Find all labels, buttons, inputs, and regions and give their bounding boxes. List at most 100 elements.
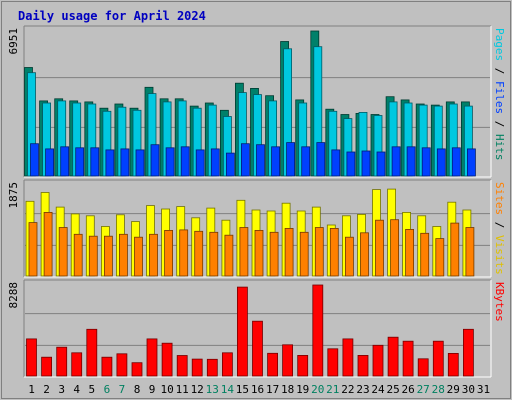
bar-pages-day-18 — [286, 142, 296, 177]
x-tick-label-day-2: 2 — [43, 383, 50, 396]
bar-pages-day-19 — [301, 146, 311, 177]
bar-kbytes-day-25 — [387, 336, 399, 377]
bar-kbytes-day-22 — [342, 338, 354, 377]
bar-kbytes-day-26 — [402, 340, 414, 377]
x-tick-label-day-22: 22 — [341, 383, 354, 396]
bar-kbytes-day-20 — [312, 284, 324, 377]
bar-kbytes-day-4 — [71, 352, 83, 377]
bar-kbytes-day-30 — [462, 328, 474, 377]
bar-kbytes-day-17 — [267, 352, 279, 377]
bar-pages-day-10 — [165, 147, 175, 177]
bar-sites-day-21 — [329, 227, 339, 277]
x-tick-label-day-23: 23 — [356, 383, 369, 396]
x-tick-label-day-26: 26 — [401, 383, 414, 396]
bar-sites-day-2 — [43, 211, 53, 277]
panel-top: 6951 Pages / Files / Hits — [7, 25, 506, 178]
x-tick-label-day-12: 12 — [191, 383, 204, 396]
bar-sites-day-4 — [73, 233, 83, 277]
legend-part: Pages — [493, 28, 506, 61]
bar-pages-day-21 — [331, 149, 341, 177]
bar-pages-day-8 — [135, 149, 145, 177]
bar-kbytes-day-12 — [191, 358, 203, 377]
x-tick-label-day-7: 7 — [119, 383, 126, 396]
bar-pages-day-2 — [45, 148, 54, 177]
x-tick-label-day-4: 4 — [73, 383, 80, 396]
x-tick-label-day-21: 21 — [326, 383, 339, 396]
bar-sites-day-20 — [314, 227, 324, 277]
bar-kbytes-day-8 — [131, 362, 143, 377]
legend-part: / — [493, 215, 506, 235]
x-tick-label-day-18: 18 — [281, 383, 294, 396]
bar-sites-day-11 — [179, 229, 189, 277]
bar-pages-day-1 — [30, 143, 39, 177]
x-tick-label-day-15: 15 — [236, 383, 249, 396]
bar-pages-day-3 — [60, 146, 70, 177]
bar-sites-day-22 — [344, 236, 354, 277]
bar-sites-day-27 — [420, 232, 430, 277]
x-tick-label-day-16: 16 — [251, 383, 264, 396]
bar-pages-day-4 — [75, 147, 85, 177]
bar-sites-day-5 — [88, 235, 98, 277]
bar-kbytes-day-6 — [101, 356, 113, 377]
x-tick-label-day-19: 19 — [296, 383, 309, 396]
x-tick-label-day-31: 31 — [477, 383, 490, 396]
bar-sites-day-19 — [299, 231, 309, 277]
bar-pages-day-16 — [256, 144, 265, 177]
legend-part: Visits — [493, 235, 506, 275]
bar-pages-day-6 — [105, 149, 115, 177]
bar-kbytes-day-3 — [56, 346, 68, 377]
legend-part: / — [493, 61, 506, 81]
bar-sites-day-24 — [375, 219, 384, 277]
bar-pages-day-9 — [150, 144, 160, 177]
legend-part: Files — [493, 81, 506, 114]
legend-part: Sites — [493, 182, 506, 215]
bar-pages-day-17 — [271, 146, 281, 177]
bar-sites-day-16 — [254, 229, 264, 277]
x-tick-label-day-8: 8 — [134, 383, 141, 396]
bar-pages-day-14 — [225, 152, 235, 177]
x-tick-label-day-9: 9 — [149, 383, 156, 396]
bar-kbytes-day-24 — [372, 344, 384, 377]
x-tick-label-day-25: 25 — [386, 383, 399, 396]
bar-pages-day-30 — [466, 148, 476, 177]
bar-kbytes-day-5 — [86, 328, 98, 377]
bar-pages-day-22 — [346, 151, 356, 177]
bar-sites-day-18 — [284, 227, 294, 277]
bar-kbytes-day-28 — [432, 340, 444, 377]
panel-mid: 1875 Sites / Visits — [7, 179, 506, 278]
bar-sites-day-26 — [405, 228, 415, 277]
y-max-label: 1875 — [7, 182, 20, 209]
x-tick-label-day-29: 29 — [447, 383, 460, 396]
x-tick-label-day-1: 1 — [28, 383, 35, 396]
bar-sites-day-12 — [194, 230, 204, 277]
bar-sites-day-29 — [450, 222, 460, 277]
bar-kbytes-day-7 — [116, 353, 128, 377]
bar-pages-day-13 — [210, 148, 220, 177]
bar-sites-day-6 — [104, 235, 113, 277]
bar-kbytes-day-21 — [327, 348, 339, 377]
bar-pages-day-11 — [180, 146, 190, 177]
bar-kbytes-day-1 — [26, 338, 37, 377]
bar-pages-day-28 — [436, 148, 446, 177]
bar-pages-day-12 — [195, 149, 205, 177]
bar-pages-day-27 — [421, 147, 431, 177]
bar-sites-day-1 — [28, 222, 38, 277]
bar-sites-day-13 — [209, 231, 219, 277]
bar-kbytes-day-16 — [252, 320, 263, 377]
bar-pages-day-25 — [391, 146, 401, 177]
x-tick-label-day-14: 14 — [221, 383, 235, 396]
x-tick-label-day-28: 28 — [432, 383, 445, 396]
y-max-label: 8288 — [7, 282, 20, 309]
bar-sites-day-30 — [465, 227, 475, 277]
x-tick-label-day-17: 17 — [266, 383, 279, 396]
legend-part: Hits — [493, 134, 506, 161]
bar-kbytes-day-2 — [41, 356, 52, 377]
bar-kbytes-day-23 — [357, 354, 369, 377]
bar-pages-day-29 — [451, 147, 461, 177]
bar-sites-day-23 — [360, 232, 369, 277]
bar-pages-day-15 — [240, 143, 250, 177]
bar-kbytes-day-15 — [236, 286, 248, 377]
